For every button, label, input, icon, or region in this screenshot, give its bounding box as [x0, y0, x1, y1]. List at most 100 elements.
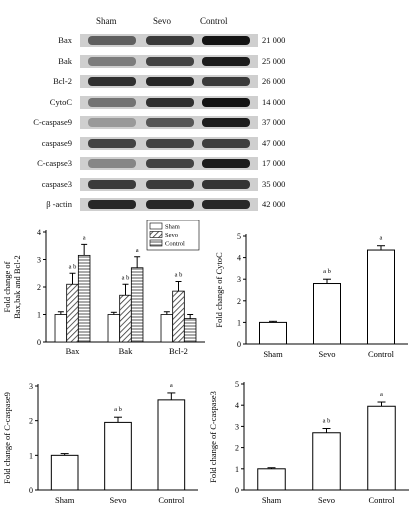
y-tick-label: 2 [29, 417, 33, 426]
x-tick-label: Control [158, 495, 185, 505]
blot-row: CytoC 14 000 [0, 92, 419, 112]
significance-label: a b [175, 272, 183, 279]
blot-band [88, 56, 136, 66]
x-tick-label: Sham [263, 349, 283, 359]
legend-label: Sham [165, 224, 180, 231]
x-tick-label: Sevo [318, 495, 335, 505]
blot-row-label: CytoC [49, 96, 72, 107]
blot-band [146, 179, 194, 189]
bar [66, 283, 79, 343]
bar [77, 254, 91, 343]
blot-band [88, 179, 136, 189]
y-axis-label: Fold change of [2, 261, 12, 312]
x-tick-label: Bak [119, 346, 133, 356]
x-tick-label: Control [368, 349, 395, 359]
blot-row-label: Bak [58, 55, 72, 66]
blot-row: C-caspse3 17 000 [0, 153, 419, 173]
blot-band [146, 118, 194, 127]
significance-label: a b [323, 268, 331, 275]
western-blot-panel: Sham Sevo Control Bax 21 000 Bak 25 000 Bcl-… [0, 0, 419, 211]
blot-mw-label: 25 000 [262, 55, 286, 66]
blot-strip [80, 75, 258, 88]
y-tick-label: 1 [237, 318, 241, 327]
blot-strip [80, 116, 258, 129]
significance-label: a [380, 391, 383, 398]
blot-mw-label: 17 000 [262, 158, 286, 168]
legend-label: Sevo [165, 232, 178, 239]
c-caspase3-chart: 0 1 2 3 4 5 Fold change of C-caspase3 Sham a b Se… [208, 380, 409, 505]
legend-swatch [149, 239, 163, 247]
blot-row: Bcl-2 26 000 [0, 71, 419, 91]
bar [160, 314, 174, 343]
blot-band [202, 77, 250, 86]
x-tick-label: Sevo [110, 495, 127, 505]
legend-swatch [149, 231, 163, 238]
blot-band [88, 138, 136, 148]
lane-label-sevo: Sevo [153, 16, 171, 26]
y-tick-label: 4 [235, 401, 239, 410]
y-tick-label: 3 [235, 422, 239, 431]
blot-band [202, 36, 250, 45]
significance-label: a [380, 235, 383, 242]
lane-label-control: Control [200, 16, 228, 26]
y-axis-label: Fold change of C-caspase3 [208, 391, 218, 483]
y-tick-label: 0 [29, 486, 33, 495]
bar [312, 432, 341, 491]
blot-band [88, 36, 136, 45]
x-tick-label: Control [369, 495, 396, 505]
blot-row-label: caspase3 [41, 178, 72, 189]
significance-label: a b [114, 406, 122, 413]
blot-strip [80, 54, 258, 68]
y-tick-label: 2 [237, 297, 241, 306]
y-tick-label: 3 [37, 256, 41, 265]
y-tick-label: 0 [37, 338, 41, 347]
y-tick-label: 0 [235, 486, 239, 495]
blot-row: caspase9 47 000 [0, 133, 419, 153]
x-tick-label: Sham [55, 495, 75, 505]
blot-row-label: C-caspse3 [37, 158, 72, 168]
lane-label-sham: Sham [96, 16, 117, 26]
blot-band [146, 200, 194, 209]
y-tick-label: 0 [237, 340, 241, 349]
blot-row: Bax 21 000 [0, 30, 419, 50]
blot-band [202, 159, 250, 168]
y-tick-label: 1 [235, 465, 239, 474]
y-tick-label: 4 [237, 254, 241, 263]
bar [183, 318, 197, 343]
blot-strip [80, 136, 258, 150]
bar [54, 314, 68, 343]
significance-label: a b [69, 263, 77, 270]
blot-band [146, 159, 194, 168]
bar [259, 321, 287, 345]
blot-band [202, 56, 250, 66]
blot-row-label: C-caspase9 [33, 117, 72, 127]
blot-mw-label: 37 000 [262, 117, 286, 127]
blot-row-label: β -actin [46, 199, 72, 209]
bar [313, 283, 341, 345]
y-axis-label: Fold change of CytoC [214, 252, 224, 328]
blot-mw-label: 42 000 [262, 199, 286, 209]
y-tick-label: 2 [235, 444, 239, 453]
blot-strip [80, 34, 258, 47]
bar [367, 249, 395, 345]
blot-band [88, 118, 136, 127]
blot-strip [80, 157, 258, 170]
blot-mw-label: 26 000 [262, 76, 286, 86]
blot-band [202, 200, 250, 209]
blot-strip [80, 177, 258, 191]
bax-bak-bcl2-chart: 0 1 2 3 4 Fold change of Bax,bak and Bcl-2 a b a… [2, 220, 205, 356]
blot-band [88, 200, 136, 209]
blot-mw-label: 21 000 [262, 35, 286, 45]
significance-label: a [83, 234, 86, 241]
cytoc-chart: 0 1 2 3 4 5 Fold change of CytoC Sham a b Sevo a Co… [214, 232, 408, 359]
bar [367, 405, 396, 491]
blot-row: C-caspase9 37 000 [0, 112, 419, 132]
x-tick-label: Sham [262, 495, 282, 505]
blot-row: β -actin 42 000 [0, 194, 419, 214]
bar [104, 421, 132, 491]
bar [157, 399, 186, 491]
bar [119, 294, 132, 343]
blot-strip [80, 95, 258, 109]
x-tick-label: Bcl-2 [169, 346, 188, 356]
blot-mw-label: 14 000 [262, 96, 286, 107]
